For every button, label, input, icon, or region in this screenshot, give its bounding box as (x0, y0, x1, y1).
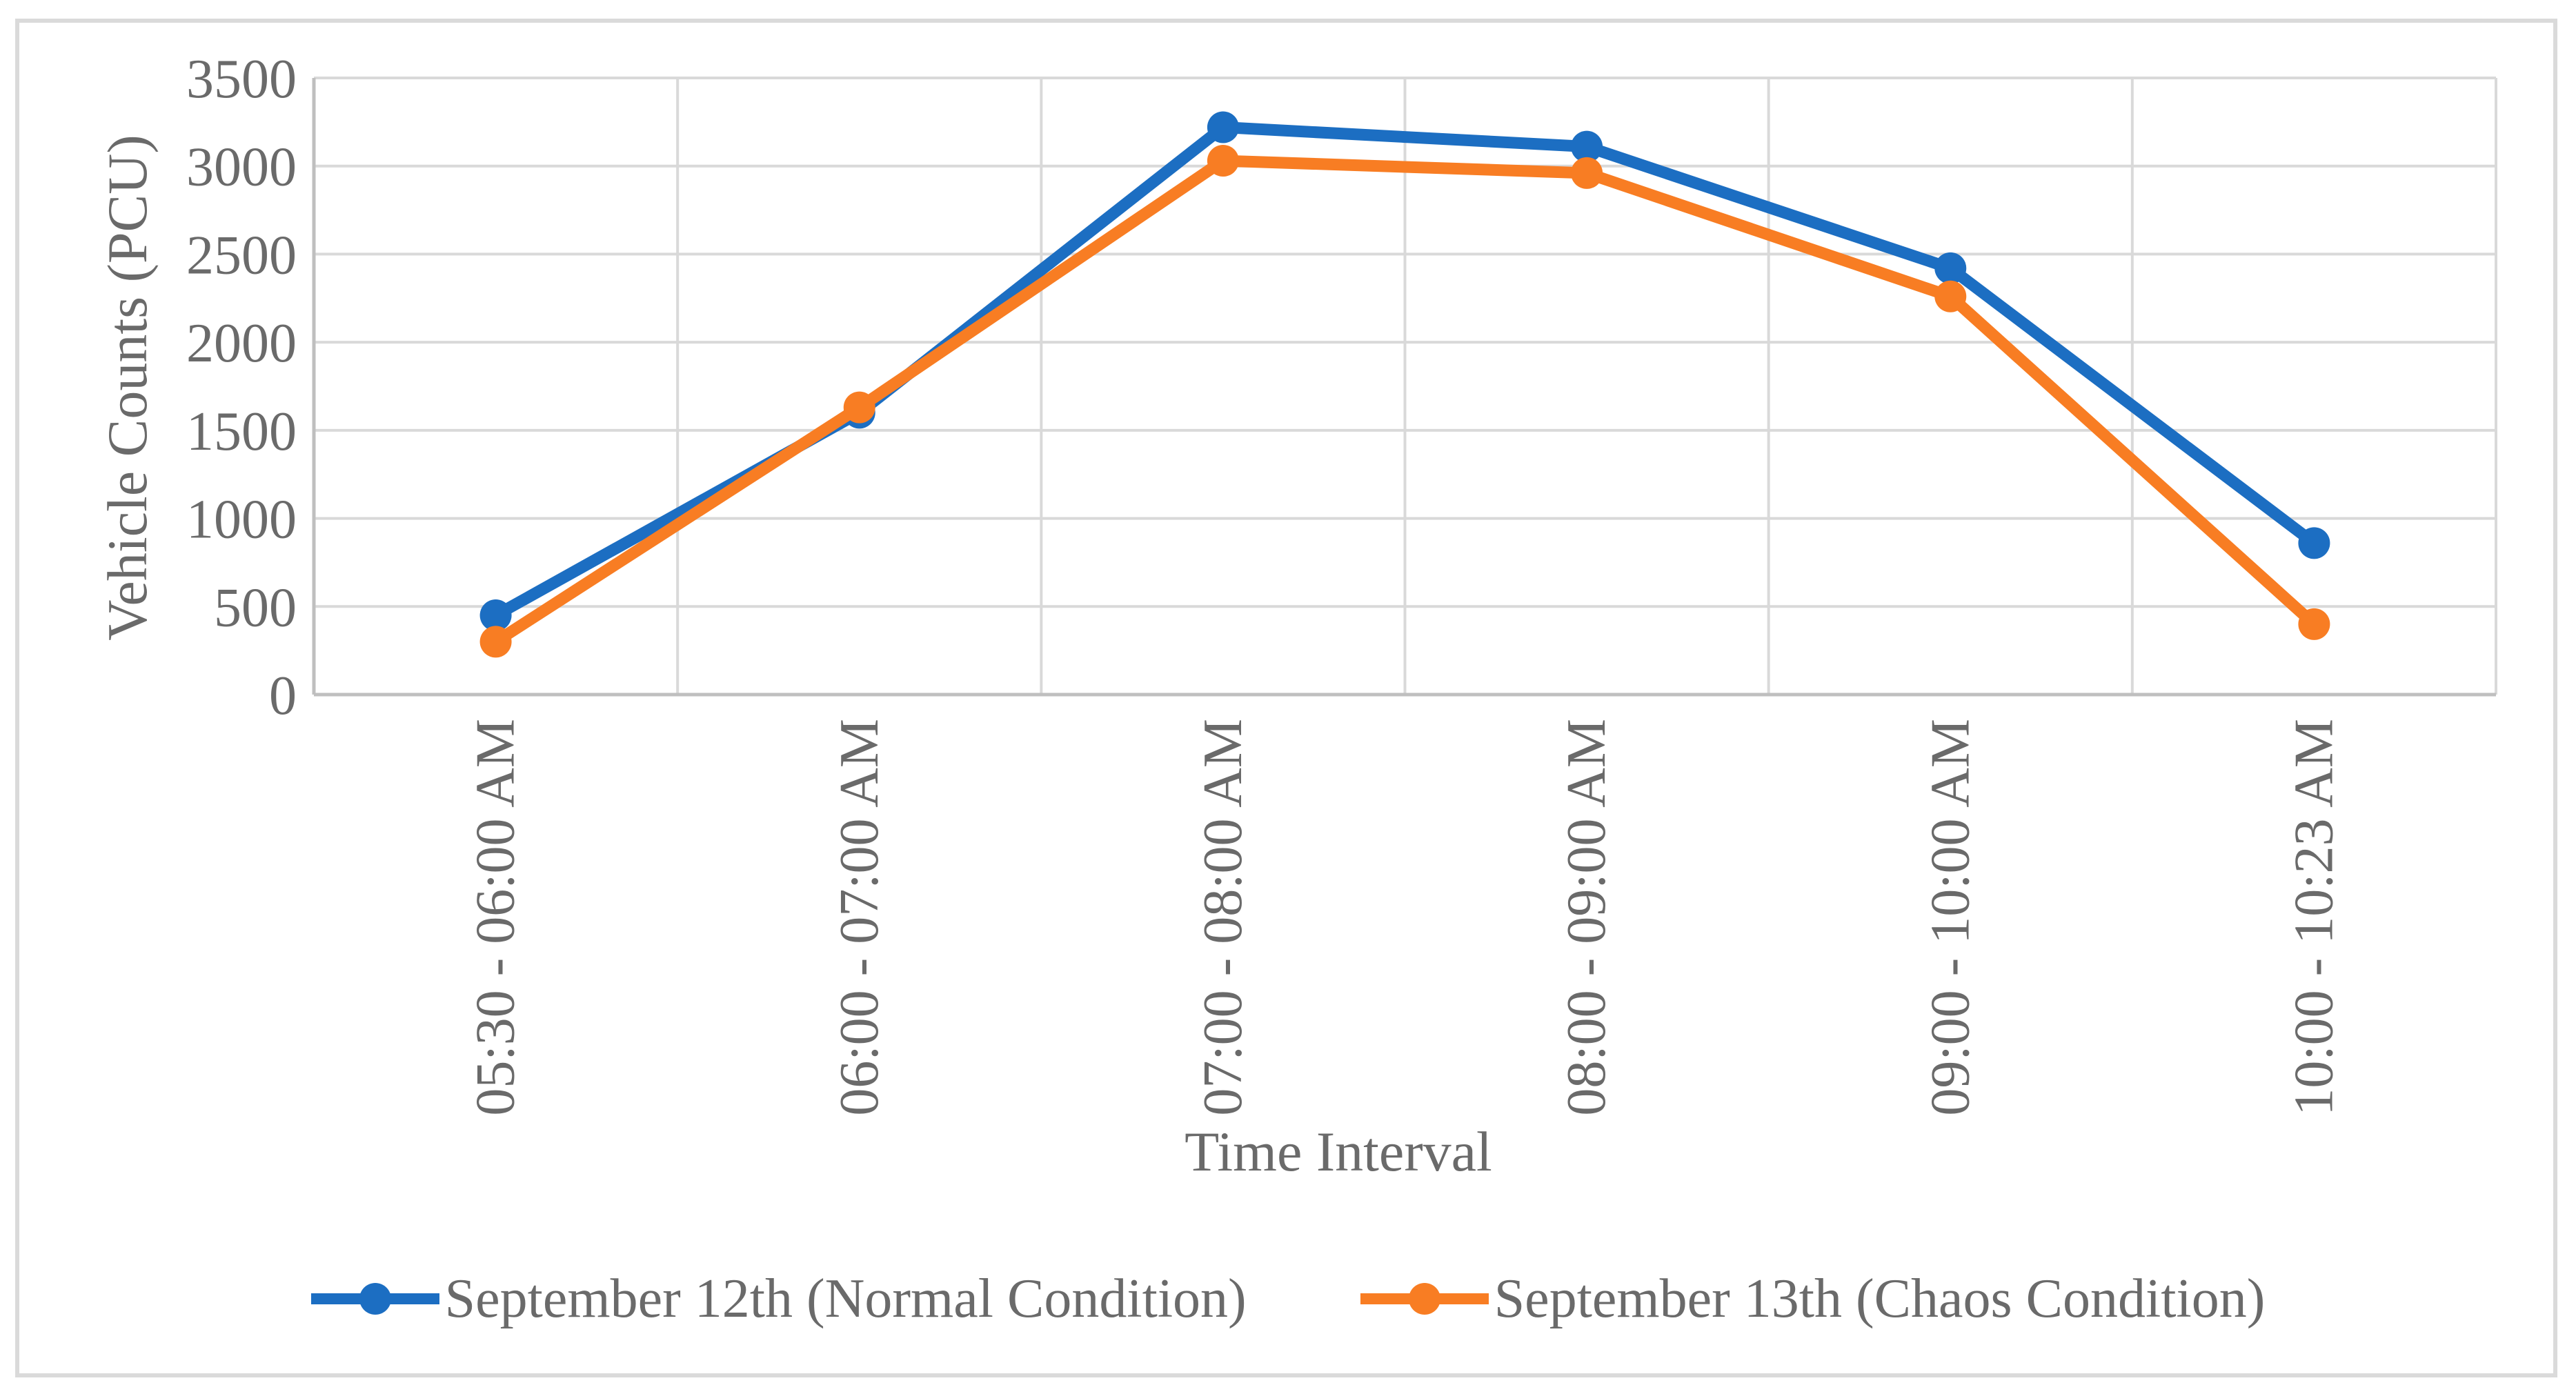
legend-label-series-2: September 13th (Chaos Condition) (1494, 1268, 2266, 1329)
legend-item-series-2: September 13th (Chaos Condition) (1360, 1268, 2266, 1331)
legend-item-series-1: September 12th (Normal Condition) (310, 1268, 1247, 1331)
legend-line-marker-icon (1360, 1283, 1489, 1315)
y-tick-label: 1000 (186, 490, 297, 550)
x-tick-label: 09:00 - 10:00 AM (1920, 719, 1981, 1116)
x-tick-label: 06:00 - 07:00 AM (829, 719, 890, 1116)
series-1-marker (1934, 280, 1967, 312)
series-1-marker (1571, 157, 1603, 189)
chart-legend: September 12th (Normal Condition) Septem… (0, 1261, 2576, 1337)
y-tick-label: 3000 (186, 137, 297, 198)
y-tick-label: 1500 (186, 401, 297, 462)
series-1-marker (479, 626, 512, 658)
legend-line-marker-icon (310, 1283, 439, 1315)
legend-label-series-1: September 12th (Normal Condition) (444, 1268, 1247, 1329)
series-lines (479, 111, 2330, 658)
x-tick-label: 07:00 - 08:00 AM (1193, 719, 1254, 1116)
series-0-marker (1934, 252, 1967, 284)
axes (312, 78, 2496, 697)
series-1-marker (1207, 145, 1239, 177)
y-tick-label: 0 (269, 666, 297, 726)
series-0-marker (2298, 527, 2330, 559)
y-tick-label: 3500 (186, 49, 297, 110)
series-1-marker (843, 391, 875, 424)
x-tick-label: 08:00 - 09:00 AM (1556, 719, 1617, 1116)
x-axis-tick-labels: 05:30 - 06:00 AM 06:00 - 07:00 AM 07:00 - … (466, 719, 2345, 1116)
y-tick-label: 2000 (186, 313, 297, 374)
series-1-marker (2298, 608, 2330, 640)
x-axis-title: Time Interval (1185, 1120, 1492, 1183)
y-axis-title: Vehicle Counts (PCU) (96, 135, 159, 640)
series-0-marker (1571, 130, 1603, 163)
y-tick-label: 500 (214, 577, 297, 638)
x-tick-label: 10:00 - 10:23 AM (2283, 719, 2344, 1116)
y-axis-tick-labels: 0 500 1000 1500 2000 2500 3000 3500 (186, 49, 297, 726)
series-0-marker (1207, 111, 1239, 143)
series-0-marker (479, 599, 512, 632)
series-line-1 (490, 155, 2320, 648)
x-tick-label: 05:30 - 06:00 AM (466, 719, 526, 1116)
y-tick-label: 2500 (186, 225, 297, 286)
